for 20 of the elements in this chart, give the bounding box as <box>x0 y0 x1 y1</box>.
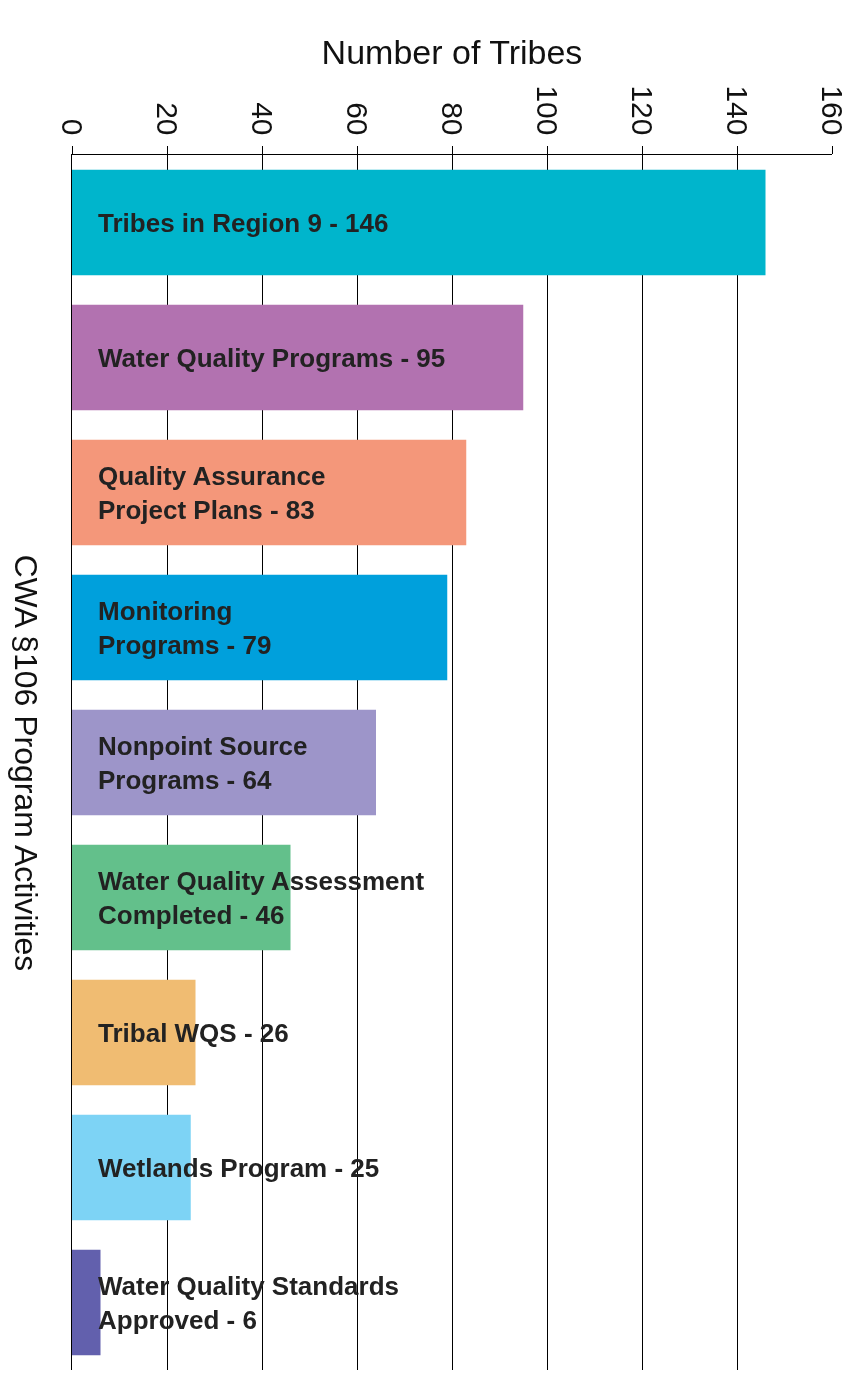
bar <box>72 574 448 681</box>
y-tick-label: Monitoring Programs - 79 <box>98 596 272 660</box>
x-tick-label: 0 <box>56 118 90 136</box>
y-tick-label: Water Quality Programs - 95 <box>98 343 446 373</box>
x-tick-label: 120 <box>626 85 660 136</box>
bar <box>72 169 766 276</box>
x-tick-label: 40 <box>246 102 280 136</box>
x-tick-label: 100 <box>531 85 565 136</box>
x-tick-label: 160 <box>816 85 850 136</box>
y-axis-title: CWA §106 Program Activities <box>7 554 44 972</box>
x-tick-label: 80 <box>436 102 470 136</box>
x-tick-label: 60 <box>341 102 375 136</box>
y-tick-label: Quality Assurance Project Plans - 83 <box>98 461 326 525</box>
x-tick-label: 140 <box>721 85 755 136</box>
x-axis-title: Number of Tribes <box>321 33 583 72</box>
y-tick-label: Tribes in Region 9 - 146 <box>98 208 389 238</box>
bar <box>72 304 524 411</box>
y-tick-label: Nonpoint Source Programs - 64 <box>98 731 308 795</box>
x-tick-label: 20 <box>151 102 185 136</box>
bar <box>72 439 467 546</box>
